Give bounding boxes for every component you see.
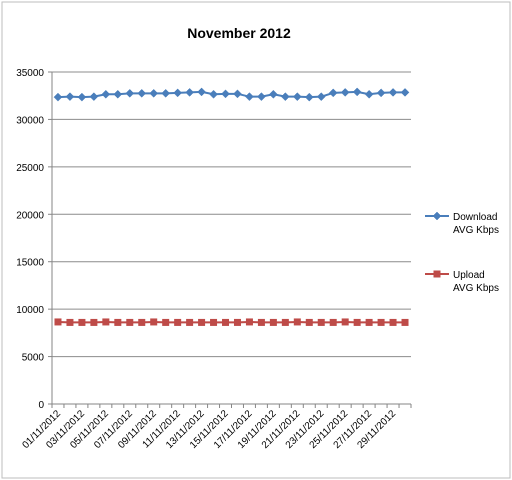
data-point-marker bbox=[222, 318, 230, 326]
data-point-marker bbox=[126, 318, 134, 326]
y-tick-label: 30000 bbox=[16, 115, 44, 126]
data-point-marker bbox=[365, 318, 373, 326]
data-point-marker bbox=[328, 88, 338, 98]
data-point-marker bbox=[233, 318, 241, 326]
data-point-marker bbox=[186, 318, 194, 326]
legend-label: AVG Kbps bbox=[453, 283, 499, 294]
data-point-marker bbox=[185, 88, 194, 97]
data-point-marker bbox=[293, 318, 301, 326]
data-point-marker bbox=[269, 318, 277, 326]
data-point-marker bbox=[174, 318, 182, 326]
data-point-marker bbox=[280, 92, 290, 102]
legend-label: AVG Kbps bbox=[453, 225, 499, 236]
data-point-marker bbox=[433, 270, 441, 278]
data-point-marker bbox=[329, 318, 337, 326]
data-point-marker bbox=[162, 318, 170, 326]
data-point-marker bbox=[197, 87, 206, 97]
y-tick-label: 20000 bbox=[16, 210, 44, 221]
data-point-marker bbox=[388, 88, 398, 97]
data-point-marker bbox=[432, 211, 442, 221]
data-point-marker bbox=[137, 88, 147, 98]
data-point-marker bbox=[78, 318, 86, 326]
data-point-marker bbox=[400, 88, 410, 97]
data-point-marker bbox=[53, 92, 63, 102]
series-group bbox=[54, 318, 409, 326]
data-point-marker bbox=[114, 318, 122, 326]
data-point-marker bbox=[281, 318, 289, 326]
data-point-marker bbox=[353, 318, 361, 326]
data-point-marker bbox=[173, 88, 183, 98]
chart-title: November 2012 bbox=[187, 25, 291, 41]
data-point-marker bbox=[77, 92, 87, 102]
data-point-marker bbox=[221, 89, 230, 99]
data-point-marker bbox=[161, 88, 171, 98]
y-tick-label: 35000 bbox=[16, 68, 44, 79]
y-tick-label: 0 bbox=[38, 400, 44, 411]
legend-label: Download bbox=[453, 212, 497, 223]
y-tick-label: 10000 bbox=[16, 305, 44, 316]
grid-lines bbox=[52, 71, 411, 358]
data-point-marker bbox=[90, 318, 98, 326]
legend-label: Upload bbox=[453, 270, 485, 281]
legend-item: Download AVG Kbps bbox=[425, 211, 499, 236]
data-point-marker bbox=[198, 318, 206, 326]
legend-item: Upload AVG Kbps bbox=[425, 270, 499, 294]
legend: Download AVG Kbps Upload AVG Kbps bbox=[425, 211, 499, 294]
data-point-marker bbox=[138, 318, 146, 326]
data-point-marker bbox=[125, 88, 135, 98]
series-group bbox=[53, 87, 410, 102]
data-point-marker bbox=[341, 318, 349, 326]
data-point-marker bbox=[352, 87, 362, 97]
y-tick-label: 25000 bbox=[16, 163, 44, 174]
data-point-marker bbox=[364, 89, 374, 99]
data-point-marker bbox=[389, 318, 397, 326]
data-point-marker bbox=[245, 318, 253, 326]
data-point-marker bbox=[113, 89, 123, 99]
data-point-marker bbox=[245, 92, 254, 102]
data-point-marker bbox=[340, 88, 350, 97]
data-point-marker bbox=[316, 92, 326, 102]
data-point-marker bbox=[209, 89, 218, 99]
data-point-marker bbox=[210, 318, 218, 326]
y-tick-label: 5000 bbox=[22, 353, 45, 364]
data-point-marker bbox=[304, 92, 314, 102]
data-point-marker bbox=[233, 89, 242, 99]
data-point-marker bbox=[269, 89, 278, 99]
data-point-marker bbox=[305, 318, 313, 326]
y-tick-label: 15000 bbox=[16, 258, 44, 269]
data-point-marker bbox=[317, 318, 325, 326]
data-point-marker bbox=[66, 318, 74, 326]
data-point-marker bbox=[401, 318, 409, 326]
data-point-marker bbox=[102, 318, 110, 326]
data-point-marker bbox=[377, 318, 385, 326]
data-point-marker bbox=[292, 92, 302, 102]
series bbox=[53, 87, 410, 326]
data-point-marker bbox=[149, 88, 159, 98]
data-point-marker bbox=[65, 92, 75, 102]
data-point-marker bbox=[257, 318, 265, 326]
data-point-marker bbox=[89, 92, 99, 102]
data-point-marker bbox=[101, 89, 111, 99]
data-point-marker bbox=[150, 318, 158, 326]
data-point-marker bbox=[54, 318, 62, 326]
data-point-marker bbox=[257, 92, 266, 102]
data-point-marker bbox=[376, 88, 386, 98]
